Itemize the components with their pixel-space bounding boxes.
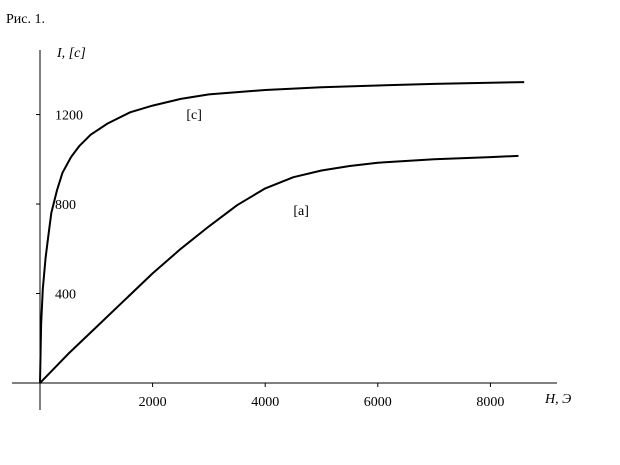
series-line [39, 81, 525, 384]
series-label: [a] [293, 204, 309, 219]
x-tick-label: 8000 [476, 395, 504, 410]
y-tick-label: 400 [55, 288, 76, 303]
y-axis-label: I, [c] [56, 46, 86, 61]
series-label: [c] [186, 108, 202, 123]
y-tick-label: 1200 [55, 109, 83, 124]
x-tick-label: 4000 [251, 395, 279, 410]
y-tick-label: 800 [55, 198, 76, 213]
figure-caption: Рис. 1. [6, 12, 45, 27]
series-line [39, 154, 519, 384]
x-tick-label: 2000 [139, 395, 167, 410]
x-tick-label: 6000 [364, 395, 392, 410]
x-axis-label: H, Э [544, 392, 571, 407]
